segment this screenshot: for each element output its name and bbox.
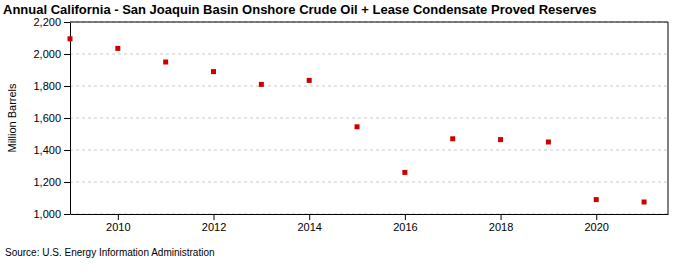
x-tick-mark [501, 214, 502, 220]
y-axis: 1,000 1,200 1,400 1,600 1,800 2,000 2,200 [33, 16, 70, 220]
source: Source: U.S. Energy Information Administ… [5, 247, 215, 258]
y-tick-label: 1,800 [33, 80, 61, 92]
chart: 1,0001,2001,4001,6001,8002,0002,20020102… [0, 0, 675, 275]
x-tick-label: 2014 [297, 221, 321, 233]
y-tick-label: 1,000 [33, 208, 61, 220]
points [68, 36, 647, 204]
y-tick-mark [64, 54, 70, 55]
y-tick: 1,800 [33, 80, 70, 92]
y-tick-label: 2,000 [33, 48, 61, 60]
y-tick: 1,200 [33, 176, 70, 188]
x-tick: 2016 [393, 214, 417, 233]
grid-line [70, 118, 668, 119]
point [163, 60, 168, 65]
x-tick: 2010 [106, 214, 130, 233]
grid-line [70, 150, 668, 151]
title: Annual California - San Joaquin Basin On… [3, 2, 596, 17]
y-axis-line [70, 23, 71, 215]
x-tick-mark [309, 214, 310, 220]
x-tick: 2012 [202, 214, 226, 233]
plot: 1,0001,2001,4001,6001,8002,0002,20020102… [33, 16, 668, 233]
y-tick-mark [64, 22, 70, 23]
y-tick: 1,400 [33, 144, 70, 156]
x-tick-mark [214, 214, 215, 220]
x-tick: 2020 [584, 214, 608, 233]
y-tick: 2,200 [33, 16, 70, 28]
x-axis: 2010 2012 2014 2016 2018 2020 [71, 214, 669, 233]
x-axis-line [71, 214, 669, 215]
y-axis-title: Million Barrels [6, 83, 18, 153]
grid-line [70, 86, 668, 87]
y-tick-mark [64, 86, 70, 87]
frame-line [70, 22, 668, 23]
x-tick: 2014 [297, 214, 321, 233]
point [498, 137, 503, 142]
point [68, 36, 73, 41]
y-tick: 1,000 [33, 208, 70, 220]
x-tick-label: 2018 [489, 221, 513, 233]
grid-line [70, 214, 668, 215]
grid-line [70, 22, 668, 23]
y-tick-label: 1,400 [33, 144, 61, 156]
x-tick-mark [596, 214, 597, 220]
grid [70, 22, 668, 214]
y-tick-mark [64, 214, 70, 215]
point [546, 140, 551, 145]
point [450, 136, 455, 141]
x-tick-label: 2012 [202, 221, 226, 233]
y-tick-mark [64, 118, 70, 119]
x-tick: 2018 [489, 214, 513, 233]
y-tick: 2,000 [33, 48, 70, 60]
frame-line [668, 22, 669, 214]
y-tick: 1,600 [33, 112, 70, 124]
y-tick-label: 1,200 [33, 176, 61, 188]
grid-line [70, 182, 668, 183]
point [402, 170, 407, 175]
point [355, 124, 360, 129]
point [594, 197, 599, 202]
x-tick-label: 2010 [106, 221, 130, 233]
point [259, 82, 264, 87]
grid-line [70, 54, 668, 55]
x-tick-mark [405, 214, 406, 220]
point [211, 69, 216, 74]
y-tick-label: 1,600 [33, 112, 61, 124]
x-tick-label: 2016 [393, 221, 417, 233]
y-tick-mark [64, 150, 70, 151]
y-tick-label: 2,200 [33, 16, 61, 28]
x-tick-label: 2020 [584, 221, 608, 233]
point [115, 46, 120, 51]
x-tick-mark [118, 214, 119, 220]
point [307, 78, 312, 83]
y-tick-mark [64, 182, 70, 183]
point [642, 200, 647, 205]
